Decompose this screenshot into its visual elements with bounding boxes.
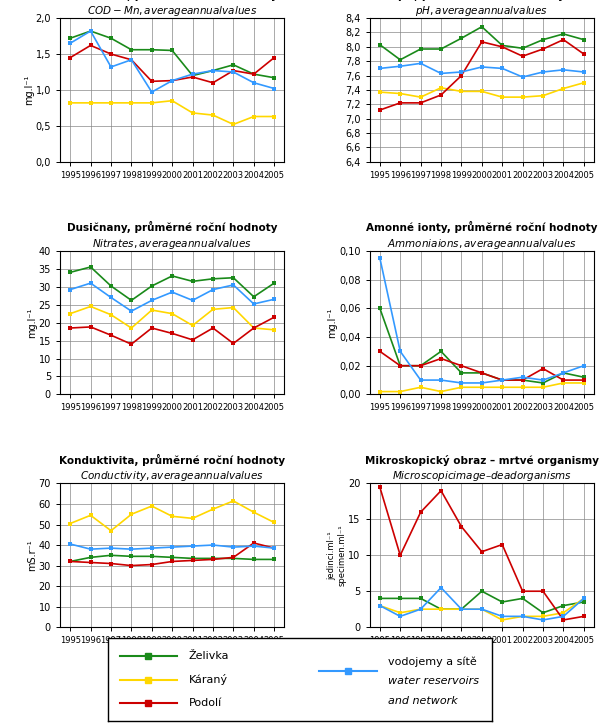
Text: Želivka: Želivka <box>188 651 229 661</box>
Title: CHSK - Mn, průměrné roční hodnoty
$\it{COD - Mn, average annual values}$: CHSK - Mn, průměrné roční hodnoty $\it{C… <box>67 0 278 18</box>
Text: water reservoirs: water reservoirs <box>388 676 479 687</box>
Text: vodojemy a sítě: vodojemy a sítě <box>388 656 477 666</box>
Title: Amonné ionty, průměrné roční hodnoty
$\it{Ammonia ions, average annual values}$: Amonné ionty, průměrné roční hodnoty $\i… <box>366 221 598 251</box>
Title: pH, průměrné roční hodnoty
$\it{pH, average annual values}$: pH, průměrné roční hodnoty $\it{pH, aver… <box>398 0 565 18</box>
Title: Konduktivita, průměrné roční hodnoty
$\it{Conductivity, average annual values}$: Konduktivita, průměrné roční hodnoty $\i… <box>59 454 285 484</box>
Y-axis label: mg.l⁻¹: mg.l⁻¹ <box>328 307 338 338</box>
Text: Podolí: Podolí <box>188 698 222 708</box>
Y-axis label: jedinci.ml⁻¹
specimen.ml⁻¹: jedinci.ml⁻¹ specimen.ml⁻¹ <box>328 524 347 586</box>
Title: Dusičnany, průměrné roční hodnoty
$\it{Nitrates, average annual values}$: Dusičnany, průměrné roční hodnoty $\it{N… <box>67 221 277 251</box>
Title: Mikroskopický obraz – mrtvé organismy
$\it{Microscopic image – dead organisms}$: Mikroskopický obraz – mrtvé organismy $\… <box>365 455 599 484</box>
Y-axis label: mg.l⁻¹: mg.l⁻¹ <box>27 307 37 338</box>
Text: Káraný: Káraný <box>188 674 228 685</box>
Y-axis label: mg.l⁻¹: mg.l⁻¹ <box>24 75 34 105</box>
Text: and network: and network <box>388 697 458 706</box>
Y-axis label: mS.r⁻¹: mS.r⁻¹ <box>27 539 37 571</box>
